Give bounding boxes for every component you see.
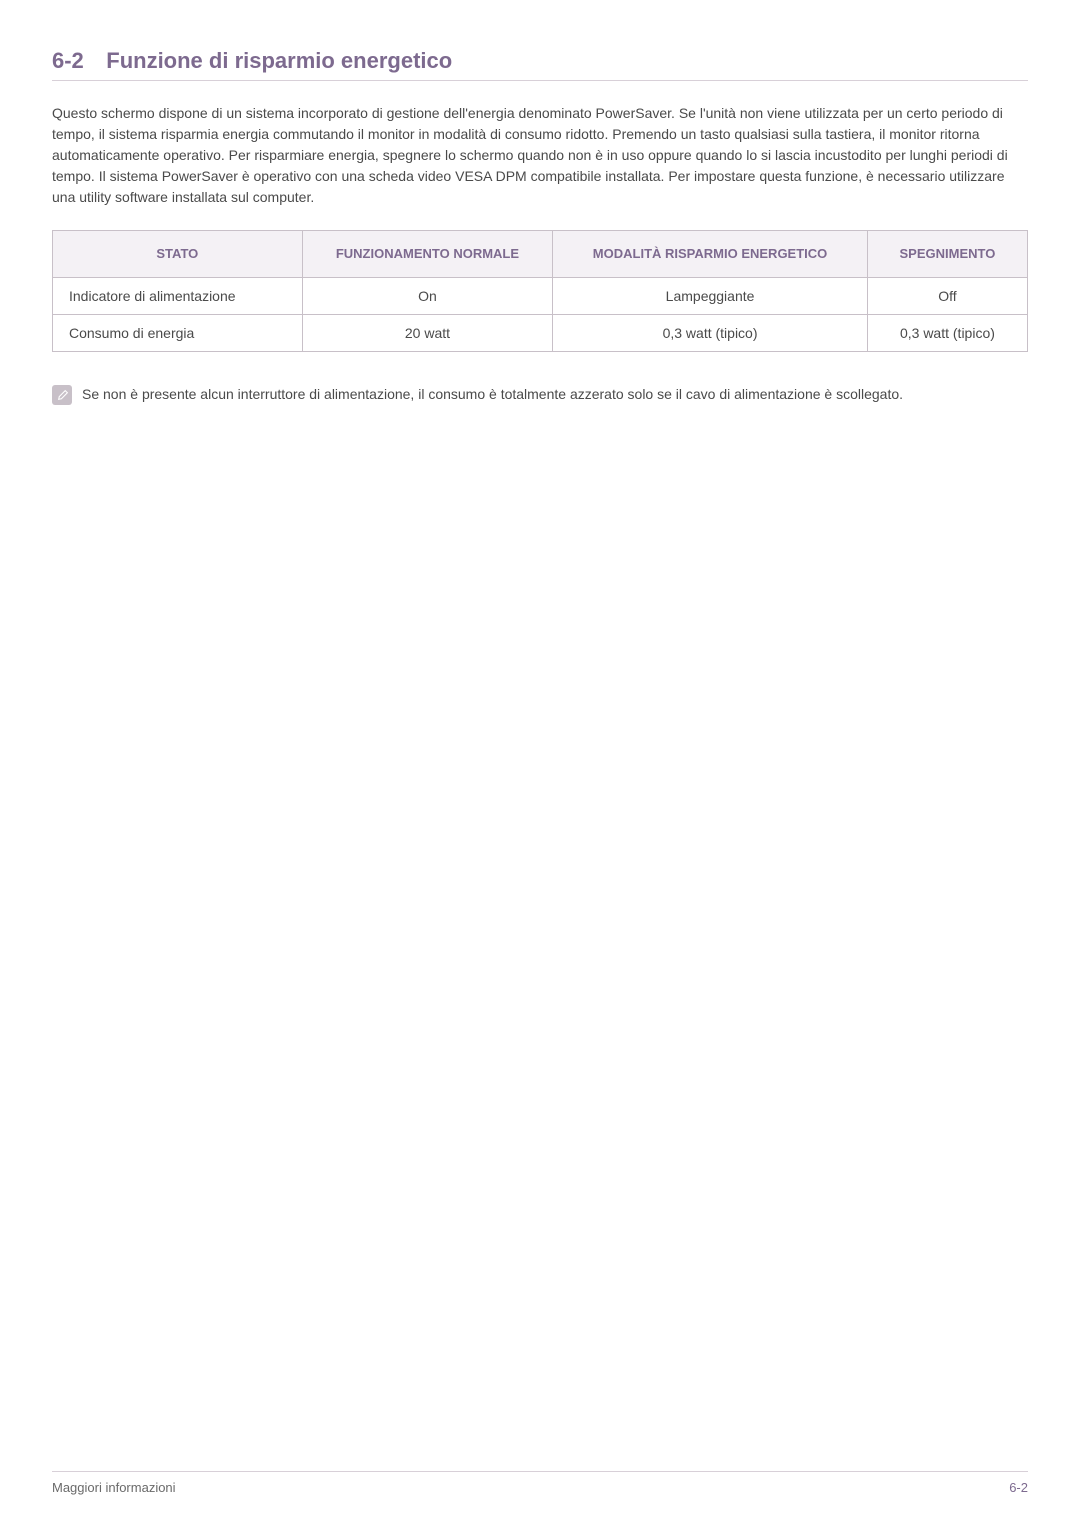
table-row: Indicatore di alimentazione On Lampeggia…	[53, 278, 1028, 315]
table-cell: Indicatore di alimentazione	[53, 278, 303, 315]
table-cell: Off	[867, 278, 1027, 315]
table-cell: 0,3 watt (tipico)	[867, 315, 1027, 352]
table-header-row: STATO FUNZIONAMENTO NORMALE MODALITÀ RIS…	[53, 231, 1028, 278]
section-number: 6-2	[52, 48, 84, 74]
table-cell: On	[302, 278, 553, 315]
table-header-spegnimento: SPEGNIMENTO	[867, 231, 1027, 278]
table-header-stato: STATO	[53, 231, 303, 278]
power-saving-table: STATO FUNZIONAMENTO NORMALE MODALITÀ RIS…	[52, 230, 1028, 352]
page-footer: Maggiori informazioni 6-2	[52, 1471, 1028, 1495]
table-cell: Lampeggiante	[553, 278, 868, 315]
footer-right-text: 6-2	[1009, 1480, 1028, 1495]
note-icon	[52, 385, 72, 405]
section-header: 6-2 Funzione di risparmio energetico	[52, 48, 1028, 81]
table-cell: 20 watt	[302, 315, 553, 352]
note-block: Se non è presente alcun interruttore di …	[52, 384, 1028, 405]
table-row: Consumo di energia 20 watt 0,3 watt (tip…	[53, 315, 1028, 352]
table-header-risparmio: MODALITÀ RISPARMIO ENERGETICO	[553, 231, 868, 278]
table-cell: 0,3 watt (tipico)	[553, 315, 868, 352]
intro-paragraph: Questo schermo dispone di un sistema inc…	[52, 103, 1028, 208]
table-header-normale: FUNZIONAMENTO NORMALE	[302, 231, 553, 278]
footer-left-text: Maggiori informazioni	[52, 1480, 176, 1495]
table-cell: Consumo di energia	[53, 315, 303, 352]
note-text: Se non è presente alcun interruttore di …	[82, 384, 903, 405]
section-title: Funzione di risparmio energetico	[106, 48, 452, 74]
